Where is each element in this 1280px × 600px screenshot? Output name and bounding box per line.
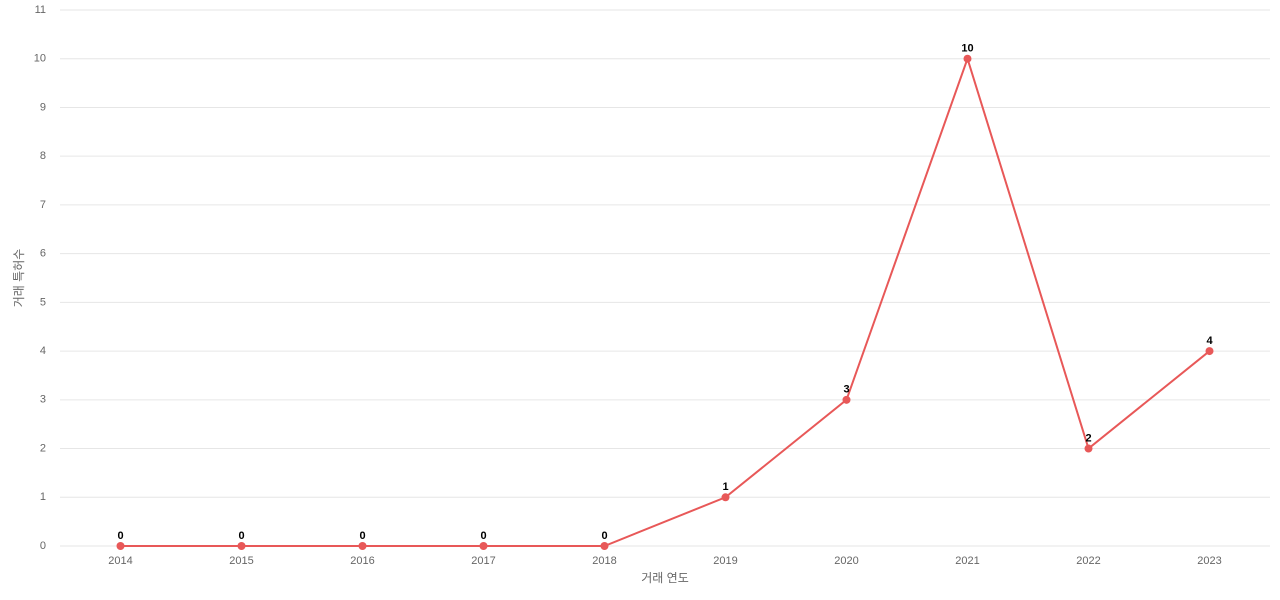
x-tick-label: 2021 [955, 555, 979, 567]
y-tick-label: 2 [40, 442, 46, 454]
x-tick-label: 2018 [592, 555, 616, 567]
x-tick-label: 2019 [713, 555, 737, 567]
x-tick-label: 2023 [1197, 555, 1221, 567]
x-axis-title: 거래 연도 [641, 571, 689, 585]
x-tick-label: 2015 [229, 555, 253, 567]
point [116, 542, 125, 550]
y-tick-label: 11 [35, 4, 46, 16]
line [120, 55, 1211, 547]
point [842, 395, 851, 404]
x-tick-label: 2014 [108, 555, 132, 567]
data-label: 0 [480, 530, 486, 542]
point [963, 54, 972, 63]
y-tick-label: 1 [40, 491, 46, 503]
point [358, 542, 367, 550]
point [721, 493, 730, 502]
data-label: 3 [843, 384, 849, 396]
y-tick-label: 5 [40, 296, 46, 308]
point [1205, 347, 1214, 356]
y-tick-label: 0 [40, 540, 46, 552]
y-tick-label: 10 [34, 53, 46, 65]
y-tick-label: 7 [40, 199, 46, 211]
point [237, 542, 246, 550]
data-label: 2 [1085, 432, 1091, 444]
x-tick-label: 2017 [471, 555, 495, 567]
x-tick-label: 2020 [834, 555, 858, 567]
point [600, 542, 609, 550]
point [1084, 444, 1093, 453]
y-tick-label: 6 [40, 248, 46, 260]
y-tick-label: 9 [40, 101, 46, 113]
x-tick-label: 2022 [1076, 555, 1100, 567]
y-tick-label: 8 [40, 150, 46, 162]
y-tick-label: 4 [40, 345, 46, 357]
y-axis-title: 거래 특허수 [12, 249, 26, 308]
data-label: 10 [961, 43, 973, 55]
data-label: 1 [722, 481, 728, 493]
data-label: 0 [601, 530, 607, 542]
y-tick-label: 3 [40, 394, 46, 406]
data-label: 0 [117, 530, 123, 542]
data-label: 0 [238, 530, 244, 542]
data-label: 0 [359, 530, 365, 542]
point [479, 542, 488, 550]
x-tick-label: 2016 [350, 555, 374, 567]
data-label: 4 [1206, 335, 1213, 347]
